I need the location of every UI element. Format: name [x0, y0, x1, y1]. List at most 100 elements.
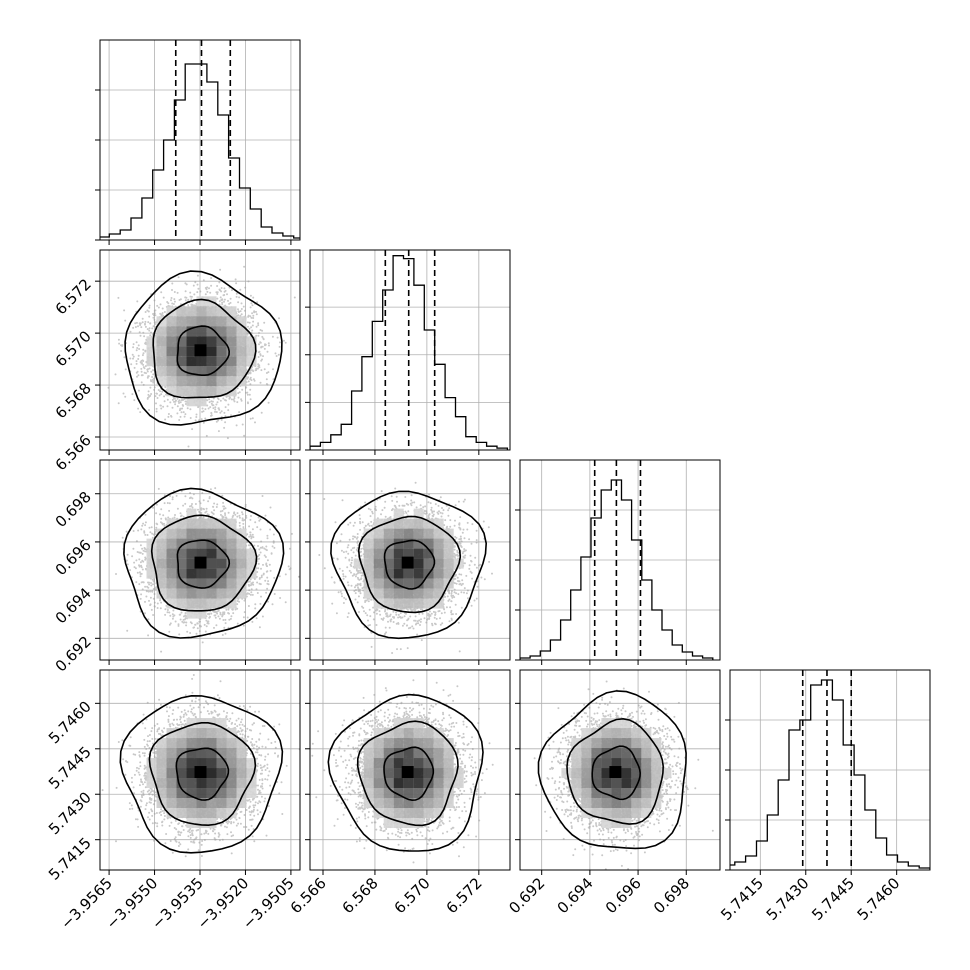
density-cell	[413, 778, 424, 789]
density-cell	[403, 728, 414, 739]
density-cell	[641, 778, 652, 789]
density-cell	[611, 778, 622, 789]
density-cell	[196, 296, 207, 307]
panel-3-1	[310, 670, 510, 870]
density-cell	[216, 728, 227, 739]
density-cell	[423, 578, 434, 589]
density-cell	[601, 758, 612, 769]
x-tick-label: 5.7445	[808, 874, 858, 924]
density-cell	[156, 356, 167, 367]
density-cell	[146, 568, 157, 579]
density-cell	[561, 768, 572, 779]
hist-frame-3	[729, 669, 931, 871]
density-cell	[363, 748, 374, 759]
density-cell	[246, 788, 257, 799]
density-cell	[393, 718, 404, 729]
density-cell	[611, 718, 622, 729]
density-cell	[601, 768, 612, 779]
contour-line	[330, 490, 488, 640]
density-cell	[196, 366, 207, 377]
density-cell	[166, 568, 177, 579]
density-cell	[631, 798, 642, 809]
density-cell	[433, 558, 444, 569]
x-tick-label: 6.570	[391, 874, 434, 917]
contour-line	[175, 747, 230, 801]
density-cell	[631, 728, 642, 739]
density-cell	[363, 778, 374, 789]
density-cell	[591, 768, 602, 779]
density-cell	[176, 306, 187, 317]
density-cell	[196, 548, 207, 559]
density-cell	[423, 548, 434, 559]
density-cell	[363, 528, 374, 539]
density-cell	[216, 386, 227, 397]
density-cell	[433, 578, 444, 589]
density-cell	[393, 798, 404, 809]
density-cell	[196, 386, 207, 397]
density-cell	[206, 306, 217, 317]
density-cell	[196, 578, 207, 589]
density-cell	[186, 306, 197, 317]
density-cell	[156, 528, 167, 539]
density-cell	[433, 748, 444, 759]
density-cell	[216, 376, 227, 387]
density-cell	[186, 808, 197, 819]
x-tick-label: 6.568	[339, 874, 382, 917]
density-cell	[206, 336, 217, 347]
density-cell	[631, 748, 642, 759]
density-cell	[383, 748, 394, 759]
density-cell	[433, 798, 444, 809]
density-cell	[403, 778, 414, 789]
density-cell	[621, 788, 632, 799]
density-cell	[363, 738, 374, 749]
density-cell	[373, 568, 384, 579]
density-cell	[196, 788, 207, 799]
density-cell	[423, 558, 434, 569]
density-cell	[433, 518, 444, 529]
density-cell	[373, 538, 384, 549]
density-cell	[206, 568, 217, 579]
density-cell	[373, 758, 384, 769]
density-cell	[453, 778, 464, 789]
density-cell	[176, 518, 187, 529]
contour-line	[152, 298, 257, 399]
density-cell	[423, 528, 434, 539]
density-cell	[196, 748, 207, 759]
density-cell	[641, 808, 652, 819]
density-cell	[216, 748, 227, 759]
density-cell	[186, 748, 197, 759]
density-cell	[196, 588, 207, 599]
x-tick-label: 0.698	[650, 874, 693, 917]
density-cell	[403, 788, 414, 799]
density-cell	[363, 578, 374, 589]
density-cell	[196, 538, 207, 549]
density-cell	[393, 588, 404, 599]
density-cell	[433, 588, 444, 599]
density-cell	[611, 808, 622, 819]
density-cell	[393, 598, 404, 609]
contour-line	[566, 717, 665, 825]
density-cell	[571, 748, 582, 759]
density-cell	[226, 538, 237, 549]
density-cell	[176, 598, 187, 609]
panel-3-0	[100, 670, 300, 870]
density-cell	[186, 598, 197, 609]
density-cell	[363, 538, 374, 549]
density-cell	[383, 728, 394, 739]
hist-panel-2	[520, 460, 720, 660]
density-cell	[403, 528, 414, 539]
density-cell	[176, 568, 187, 579]
density-cell	[206, 316, 217, 327]
density-cell	[166, 548, 177, 559]
density-cell	[236, 738, 247, 749]
density-cell	[413, 548, 424, 559]
density-cell	[363, 768, 374, 779]
density-cell	[166, 366, 177, 377]
density-cell	[166, 356, 177, 367]
density-cell	[621, 768, 632, 779]
density-cell	[611, 748, 622, 759]
density-cell	[226, 346, 237, 357]
density-cell	[403, 568, 414, 579]
density-cell	[196, 608, 207, 619]
density-cell	[363, 548, 374, 559]
